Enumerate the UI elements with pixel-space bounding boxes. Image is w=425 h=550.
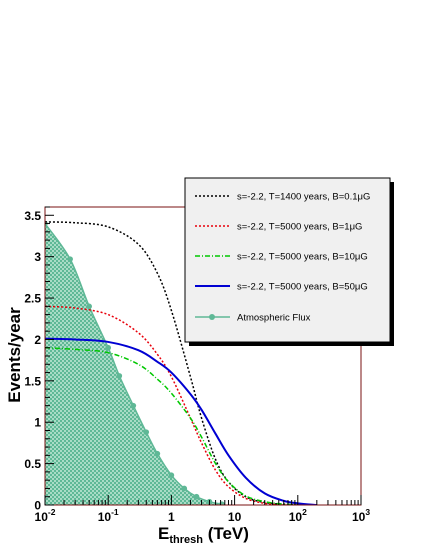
series-atmospheric-flux-point-1	[67, 256, 73, 262]
series-atmospheric-flux-point-9	[181, 485, 188, 492]
series-atmospheric-flux-point-4	[116, 373, 123, 379]
y-tick-label-6: 3	[34, 250, 41, 264]
y-tick-label-4: 2	[34, 333, 41, 347]
y-tick-label-1: 0.5	[24, 457, 41, 471]
legend-atmospheric-flux-marker	[209, 314, 215, 320]
x-tick-label-5: 103	[352, 507, 370, 524]
y-tick-label-3: 1.5	[24, 374, 41, 388]
legend-s-2-2-t-5000-years-b-10-g-label: s=-2.2, T=5000 years, B=10μG	[237, 252, 368, 263]
series-atmospheric-flux-point-8	[168, 472, 175, 479]
series-layer	[45, 221, 317, 505]
series-atmospheric-flux-point-12	[219, 501, 225, 505]
y-tick-label-5: 2.5	[24, 292, 41, 306]
legend-s-2-2-t-1400-years-b-0-1-g-label: s=-2.2, T=1400 years, B=0.1μG	[237, 192, 370, 203]
y-tick-label-2: 1	[34, 416, 41, 430]
series-atmospheric-flux-area	[45, 223, 222, 505]
series-s-2-2-t-5000-years-b-50-g-line	[45, 337, 317, 505]
series-atmospheric-flux-point-6	[143, 429, 150, 435]
x-tick-label-3: 10	[228, 510, 242, 524]
series-atmospheric-flux-point-2	[86, 303, 92, 310]
series-s-2-2-t-5000-years-b-10-g-line	[45, 346, 298, 505]
series-atmospheric-flux-point-7	[154, 450, 161, 457]
legend: s=-2.2, T=1400 years, B=0.1μG s=-2.2, T=5…	[184, 177, 394, 346]
series-atmospheric-flux-point-3	[105, 344, 111, 351]
legend-atmospheric-flux-label: Atmospheric Flux	[237, 313, 311, 324]
series-atmospheric-flux-point-10	[193, 493, 200, 500]
legend-box	[184, 177, 391, 343]
series-s-2-2-t-5000-years-b-1-g-line	[45, 305, 298, 505]
y-axis-title: Events/year	[5, 307, 24, 403]
legend-s-2-2-t-5000-years-b-1-g-label: s=-2.2, T=5000 years, B=1μG	[237, 222, 362, 233]
series-s-2-2-t-1400-years-b-0-1-g-line	[45, 221, 317, 505]
x-axis-title: Ethresh (TeV)	[158, 524, 249, 546]
x-tick-label-2: 1	[168, 510, 175, 524]
axes-layer: 0 0.5 1 1.5 2 2.5 3 3.5 10-2 10-1 1 10 102 103	[24, 206, 370, 524]
x-tick-label-4: 102	[289, 507, 307, 524]
legend-s-2-2-t-5000-years-b-50-g-label: s=-2.2, T=5000 years, B=50μG	[237, 282, 368, 293]
x-tick-label-1: 10-1	[98, 507, 119, 524]
y-tick-label-7: 3.5	[24, 209, 41, 223]
atmospheric-flux-area-layer	[45, 220, 225, 505]
y-tick-label-0: 0	[34, 499, 41, 513]
x-tick-label-0: 10-2	[35, 507, 56, 524]
series-atmospheric-flux-point-5	[130, 402, 137, 409]
